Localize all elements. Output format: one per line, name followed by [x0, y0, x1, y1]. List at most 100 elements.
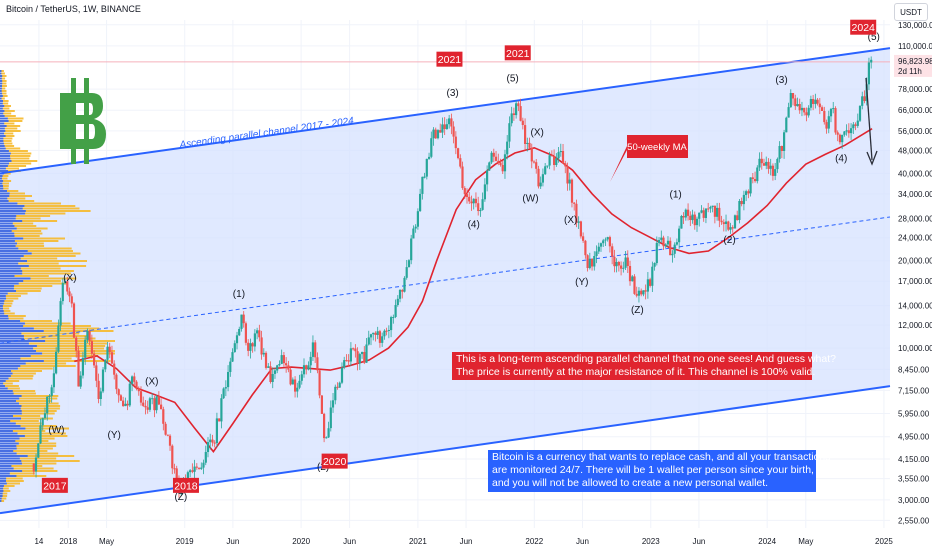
- candle[interactable]: [358, 352, 361, 370]
- candle[interactable]: [229, 357, 232, 377]
- candle[interactable]: [689, 211, 692, 227]
- candle[interactable]: [796, 97, 799, 107]
- candle[interactable]: [573, 202, 576, 211]
- candle[interactable]: [108, 342, 111, 359]
- candle[interactable]: [861, 91, 864, 110]
- candle[interactable]: [870, 56, 873, 69]
- candle[interactable]: [787, 102, 790, 118]
- candle[interactable]: [843, 131, 846, 137]
- candle[interactable]: [124, 397, 127, 407]
- candle[interactable]: [767, 158, 770, 174]
- candle[interactable]: [588, 252, 591, 270]
- candle[interactable]: [530, 143, 533, 169]
- candle[interactable]: [499, 158, 502, 167]
- candle[interactable]: [675, 238, 678, 246]
- candle[interactable]: [311, 335, 314, 361]
- candle[interactable]: [812, 94, 815, 111]
- candle[interactable]: [434, 127, 437, 139]
- candle[interactable]: [809, 95, 812, 111]
- candle[interactable]: [711, 205, 714, 213]
- candle[interactable]: [401, 288, 404, 299]
- candle[interactable]: [526, 137, 529, 152]
- candle[interactable]: [398, 289, 402, 303]
- candle[interactable]: [709, 205, 712, 213]
- candle[interactable]: [280, 349, 283, 365]
- candle[interactable]: [327, 421, 330, 438]
- candle[interactable]: [754, 171, 757, 183]
- candle[interactable]: [300, 370, 303, 385]
- candle[interactable]: [510, 106, 513, 127]
- candle[interactable]: [827, 110, 830, 134]
- candle[interactable]: [224, 380, 227, 397]
- candle[interactable]: [731, 225, 734, 233]
- candle[interactable]: [443, 117, 446, 136]
- candle[interactable]: [535, 159, 538, 174]
- candle[interactable]: [477, 196, 480, 216]
- candle[interactable]: [488, 161, 491, 171]
- candle[interactable]: [260, 330, 263, 360]
- candle[interactable]: [79, 371, 82, 389]
- candle[interactable]: [521, 117, 524, 130]
- candle[interactable]: [37, 443, 40, 458]
- candle[interactable]: [88, 329, 91, 346]
- candle[interactable]: [269, 361, 272, 384]
- candle[interactable]: [537, 165, 540, 189]
- candle[interactable]: [700, 205, 703, 214]
- candle[interactable]: [492, 148, 495, 163]
- candle[interactable]: [680, 214, 683, 229]
- candle[interactable]: [740, 197, 743, 207]
- candle[interactable]: [687, 203, 690, 221]
- candle[interactable]: [794, 94, 797, 110]
- candle[interactable]: [465, 188, 469, 204]
- candle[interactable]: [39, 418, 42, 445]
- candle[interactable]: [251, 342, 254, 353]
- candle[interactable]: [137, 386, 140, 396]
- candle[interactable]: [642, 290, 645, 297]
- candle[interactable]: [99, 387, 102, 406]
- candle[interactable]: [673, 242, 676, 258]
- candle[interactable]: [314, 340, 317, 364]
- candle[interactable]: [253, 329, 256, 352]
- candle[interactable]: [544, 163, 547, 175]
- candle[interactable]: [664, 243, 667, 249]
- candle[interactable]: [483, 178, 486, 202]
- candle[interactable]: [93, 350, 96, 369]
- candle[interactable]: [296, 382, 299, 398]
- candle[interactable]: [682, 212, 685, 225]
- candle[interactable]: [385, 327, 388, 336]
- candle[interactable]: [133, 372, 136, 387]
- candle[interactable]: [704, 208, 707, 224]
- candle[interactable]: [423, 172, 426, 179]
- candle[interactable]: [191, 463, 194, 474]
- candle[interactable]: [256, 327, 259, 340]
- candle[interactable]: [168, 434, 172, 451]
- candle[interactable]: [106, 341, 109, 364]
- candle[interactable]: [128, 379, 131, 408]
- candle[interactable]: [615, 258, 618, 273]
- candle[interactable]: [122, 396, 125, 407]
- candle[interactable]: [651, 261, 654, 293]
- candle[interactable]: [503, 149, 507, 179]
- candle[interactable]: [231, 348, 234, 363]
- candle[interactable]: [519, 98, 522, 122]
- candle[interactable]: [867, 57, 870, 91]
- candle[interactable]: [340, 362, 344, 385]
- candle[interactable]: [43, 407, 47, 420]
- candle[interactable]: [856, 113, 859, 128]
- candle[interactable]: [72, 302, 76, 339]
- candle[interactable]: [841, 134, 844, 150]
- candle[interactable]: [559, 143, 562, 157]
- candle[interactable]: [242, 311, 245, 328]
- candle[interactable]: [617, 260, 620, 272]
- candle[interactable]: [445, 118, 448, 130]
- candle[interactable]: [611, 243, 614, 265]
- candle[interactable]: [693, 211, 696, 230]
- candle[interactable]: [302, 358, 306, 378]
- candle[interactable]: [416, 208, 419, 230]
- candle[interactable]: [369, 333, 373, 346]
- candle[interactable]: [227, 365, 230, 392]
- candle[interactable]: [320, 395, 323, 414]
- candle[interactable]: [55, 347, 58, 375]
- candle[interactable]: [90, 334, 93, 359]
- candle[interactable]: [593, 251, 596, 271]
